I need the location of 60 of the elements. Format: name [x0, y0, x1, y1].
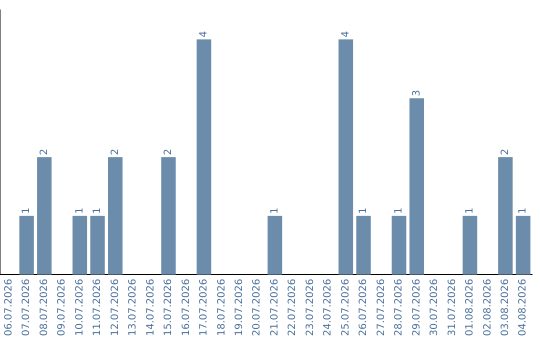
- data-label: 4: [198, 31, 210, 38]
- x-tick-label: 26.07.2026: [358, 278, 370, 336]
- x-tick-label: 06.07.2026: [3, 278, 14, 336]
- data-label: 1: [21, 208, 32, 214]
- bar: [108, 157, 123, 275]
- data-label: 2: [500, 148, 511, 156]
- bar: [72, 216, 88, 275]
- data-label: 1: [74, 208, 86, 214]
- x-tick-label: 22.07.2026: [287, 278, 298, 336]
- x-tick-label: 28.07.2026: [394, 278, 405, 336]
- x-tick-label: 14.07.2026: [145, 278, 156, 336]
- bar: [161, 157, 176, 275]
- data-label: 2: [110, 148, 121, 156]
- x-tick-label: 31.07.2026: [446, 278, 458, 336]
- bar: [37, 157, 52, 275]
- x-tick-label: 17.07.2026: [198, 278, 210, 336]
- data-label: 4: [340, 31, 352, 38]
- x-tick-label: 03.08.2026: [500, 278, 511, 336]
- x-tick-label: 08.07.2026: [38, 278, 50, 336]
- data-label: 1: [394, 208, 405, 214]
- x-tick-label: 01.08.2026: [464, 278, 476, 336]
- data-label: 1: [464, 208, 476, 214]
- bar: [462, 216, 478, 275]
- bar: [409, 98, 424, 275]
- x-tick-label: 16.07.2026: [180, 278, 192, 336]
- x-tick-label: 11.07.2026: [92, 278, 104, 336]
- x-tick-label: 04.08.2026: [518, 278, 529, 336]
- bar: [498, 157, 513, 275]
- x-tick-label: 13.07.2026: [128, 278, 139, 336]
- bar: [516, 216, 530, 275]
- bar: [356, 216, 371, 275]
- bar: [196, 39, 212, 275]
- data-label: 1: [269, 208, 280, 214]
- x-tick-label: 02.08.2026: [482, 278, 494, 336]
- x-tick-label: 25.07.2026: [340, 278, 352, 336]
- bar: [90, 216, 105, 275]
- data-label: 2: [163, 148, 174, 156]
- x-tick-label: 12.07.2026: [110, 278, 121, 336]
- x-tick-label: 07.07.2026: [21, 278, 32, 336]
- data-label: 1: [358, 208, 370, 214]
- data-label: 1: [518, 208, 529, 214]
- x-tick-label: 10.07.2026: [74, 278, 86, 336]
- x-tick-label: 27.07.2026: [376, 278, 387, 336]
- x-tick-label: 09.07.2026: [56, 278, 68, 336]
- x-tick-label: 19.07.2026: [234, 278, 245, 336]
- x-tick-label: 24.07.2026: [322, 278, 334, 336]
- x-tick-label: 20.07.2026: [252, 278, 263, 336]
- x-tick-label: 15.07.2026: [163, 278, 174, 336]
- bar: [338, 39, 354, 275]
- bar: [19, 216, 34, 275]
- bar: [268, 216, 282, 275]
- x-tick-label: 23.07.2026: [304, 278, 316, 336]
- data-label: 1: [92, 208, 104, 214]
- data-label: 2: [38, 148, 50, 156]
- x-tick-label: 30.07.2026: [429, 278, 440, 336]
- x-tick-label: 18.07.2026: [216, 278, 228, 336]
- bar: [392, 216, 406, 275]
- x-tick-label: 21.07.2026: [269, 278, 280, 336]
- data-label: 3: [411, 90, 422, 96]
- x-tick-label: 29.07.2026: [411, 278, 422, 336]
